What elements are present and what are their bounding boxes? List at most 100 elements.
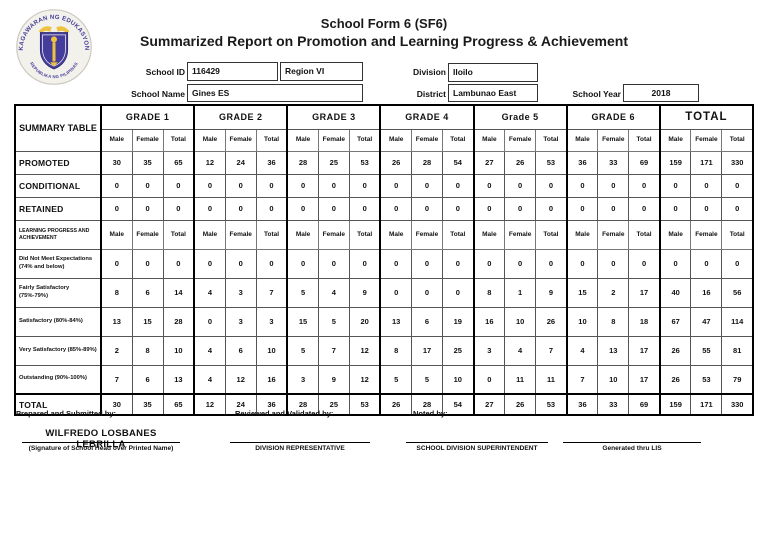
deped-seal-logo: KAGAWARAN NG EDUKASYON REPUBLIKA NG PILI… — [16, 9, 92, 85]
table-cell: 0 — [565, 248, 599, 279]
sub-header: Female — [317, 128, 350, 152]
table-cell: 0 — [255, 173, 288, 198]
sub-header: Male — [658, 128, 692, 152]
table-cell: 0 — [348, 248, 381, 279]
table-cell: 9 — [348, 277, 381, 308]
table-cell: 9 — [317, 364, 350, 395]
table-cell: 20 — [348, 306, 381, 337]
table-cell: 6 — [224, 335, 257, 366]
table-cell: 3 — [255, 306, 288, 337]
table-cell: 0 — [597, 248, 630, 279]
sub-header: Total — [348, 219, 381, 250]
table-cell: 0 — [504, 196, 537, 221]
table-cell: 4 — [193, 277, 226, 308]
table-cell: 17 — [628, 335, 661, 366]
table-cell: 15 — [565, 277, 599, 308]
table-row: CONDITIONAL 0 0 0 0 0 0 0 0 0 0 0 0 0 0 0 0 0 0 0 0 0 — [14, 173, 754, 198]
table-cell: 0 — [379, 173, 412, 198]
table-cell: 13 — [99, 306, 133, 337]
sub-header: Total — [628, 128, 661, 152]
table-cell: 25 — [317, 393, 350, 416]
table-cell: 15 — [286, 306, 319, 337]
row-label: RETAINED — [14, 196, 102, 221]
table-cell: 0 — [410, 196, 444, 221]
row-label: Satisfactory (80%-84%) — [14, 306, 102, 337]
sub-header: Male — [379, 219, 412, 250]
table-subheader-row: Male Female Total Male Female Total Male Female… — [15, 128, 754, 152]
table-cell: 12 — [193, 393, 226, 416]
table-cell: 159 — [658, 393, 692, 416]
table-cell: 26 — [658, 335, 692, 366]
sub-header: Female — [131, 219, 164, 250]
table-cell: 0 — [410, 173, 444, 198]
table-cell: 0 — [348, 196, 381, 221]
signature-line-generated-lis: Generated thru LIS — [563, 442, 701, 452]
row-label: CONDITIONAL — [14, 173, 102, 198]
group-header: TOTAL — [658, 104, 754, 130]
sub-header: Total — [535, 128, 568, 152]
table-cell: 36 — [565, 393, 599, 416]
table-cell: 24 — [224, 150, 257, 175]
sub-header: Female — [317, 219, 350, 250]
table-cell: 14 — [162, 277, 195, 308]
table-cell: 13 — [597, 335, 630, 366]
table-cell: 0 — [721, 248, 754, 279]
table-cell: 8 — [131, 335, 164, 366]
table-cell: 54 — [442, 150, 475, 175]
table-cell: 10 — [442, 364, 475, 395]
table-cell: 0 — [628, 248, 661, 279]
table-cell: 7 — [317, 335, 350, 366]
table-cell: 26 — [658, 364, 692, 395]
table-header-row: SUMMARY TABLE GRADE 1 GRADE 2 GRADE 3 GRADE … — [14, 104, 754, 152]
school-id-label: School ID — [145, 67, 185, 77]
table-cell: 33 — [597, 393, 630, 416]
signature-line-school-head: (Signature of School Head over Printed N… — [22, 442, 180, 452]
table-cell: 56 — [721, 277, 754, 308]
table-cell: 18 — [628, 306, 661, 337]
school-head-name: WILFREDO LOSBANES LEBRILLA — [45, 428, 157, 450]
table-cell: 15 — [131, 306, 164, 337]
table-cell: 40 — [658, 277, 692, 308]
torch-base-icon — [50, 62, 58, 67]
summary-table-wrap: SUMMARY TABLE GRADE 1 GRADE 2 GRADE 3 GRADE … — [14, 104, 754, 416]
table-cell: 0 — [224, 248, 257, 279]
table-cell: 8 — [379, 335, 412, 366]
table-cell: 5 — [317, 306, 350, 337]
table-cell: 0 — [472, 196, 506, 221]
signature-footer: Prepared and Submitted by: Reviewed and … — [0, 404, 768, 543]
table-cell: 19 — [442, 306, 475, 337]
table-cell: 26 — [504, 150, 537, 175]
table-cell: 17 — [628, 277, 661, 308]
table-cell: 8 — [597, 306, 630, 337]
table-cell: 0 — [131, 173, 164, 198]
table-cell: 53 — [690, 364, 723, 395]
table-cell: 0 — [690, 196, 723, 221]
table-cell: 8 — [472, 277, 506, 308]
table-cell: 6 — [131, 277, 164, 308]
table-cell: 5 — [379, 364, 412, 395]
table-cell: 27 — [472, 393, 506, 416]
table-cell: 81 — [721, 335, 754, 366]
sub-header: Total — [442, 128, 475, 152]
table-cell: 0 — [99, 248, 133, 279]
table-row: Fairly Satisfactory (75%-79%) 8 6 14 4 3 7 5 4 9 0… — [14, 277, 754, 308]
sub-header: Total — [348, 128, 381, 152]
table-cell: 36 — [565, 150, 599, 175]
table-cell: 0 — [565, 173, 599, 198]
table-cell: 28 — [286, 150, 319, 175]
table-cell: 0 — [286, 173, 319, 198]
table-cell: 0 — [193, 173, 226, 198]
table-cell: 16 — [255, 364, 288, 395]
table-cell: 0 — [131, 248, 164, 279]
table-cell: 159 — [658, 150, 692, 175]
table-row: RETAINED 0 0 0 0 0 0 0 0 0 0 0 0 0 0 0 0 0 0 0 0 0 — [14, 196, 754, 221]
table-cell: 0 — [628, 196, 661, 221]
torch-icon — [52, 42, 56, 62]
table-cell: 0 — [379, 196, 412, 221]
table-cell: 0 — [317, 173, 350, 198]
table-cell: 0 — [690, 248, 723, 279]
table-cell: 12 — [348, 364, 381, 395]
table-cell: 0 — [472, 173, 506, 198]
table-cell: 0 — [504, 248, 537, 279]
